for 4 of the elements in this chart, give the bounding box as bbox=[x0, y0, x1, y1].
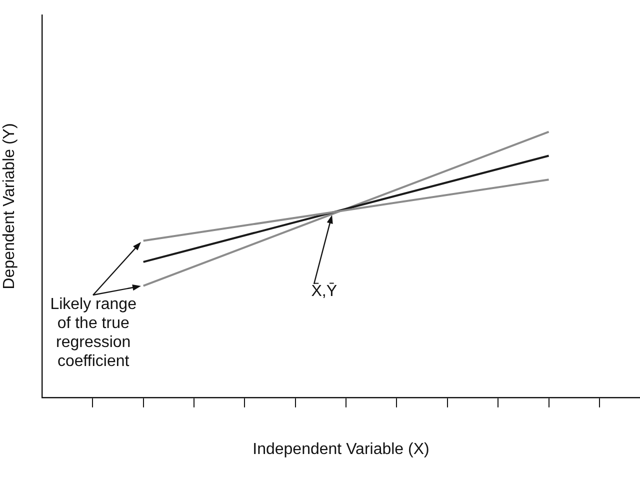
x-axis-title: Independent Variable (X) bbox=[252, 440, 430, 458]
y-axis-title: Dependent Variable (Y) bbox=[1, 123, 18, 290]
annotation: Likely range of the true regression coefficient bbox=[49, 294, 138, 371]
annotation: X̄,Ȳ bbox=[310, 282, 338, 301]
